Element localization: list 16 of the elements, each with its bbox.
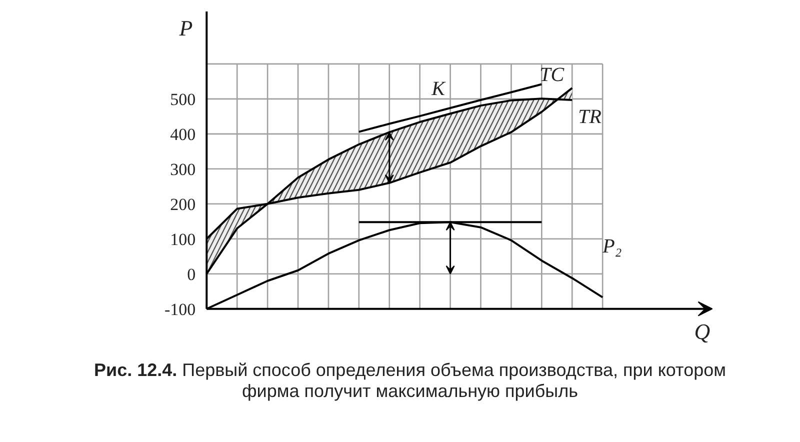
y-axis-title: P <box>178 15 193 40</box>
series-label: TR <box>578 106 602 128</box>
series-label: TC <box>540 64 565 86</box>
text: Первый способ определения объема производства, при котором фирма получит максимальную прибыль <box>182 360 726 401</box>
y-tick-label: 100 <box>170 230 196 249</box>
series-label: K <box>430 78 447 100</box>
y-tick-label: -100 <box>164 300 196 319</box>
y-tick-label: 500 <box>170 90 196 109</box>
series-label: P₂ <box>602 235 622 258</box>
y-tick-label: 0 <box>187 264 196 284</box>
line-series <box>358 83 543 133</box>
x-axis-title: Q <box>694 318 710 344</box>
text: Рис. 12.4. <box>94 360 178 380</box>
y-tick-label: 200 <box>170 194 196 214</box>
y-tick-label: 300 <box>170 160 196 179</box>
y-tick-label: 400 <box>170 124 196 144</box>
